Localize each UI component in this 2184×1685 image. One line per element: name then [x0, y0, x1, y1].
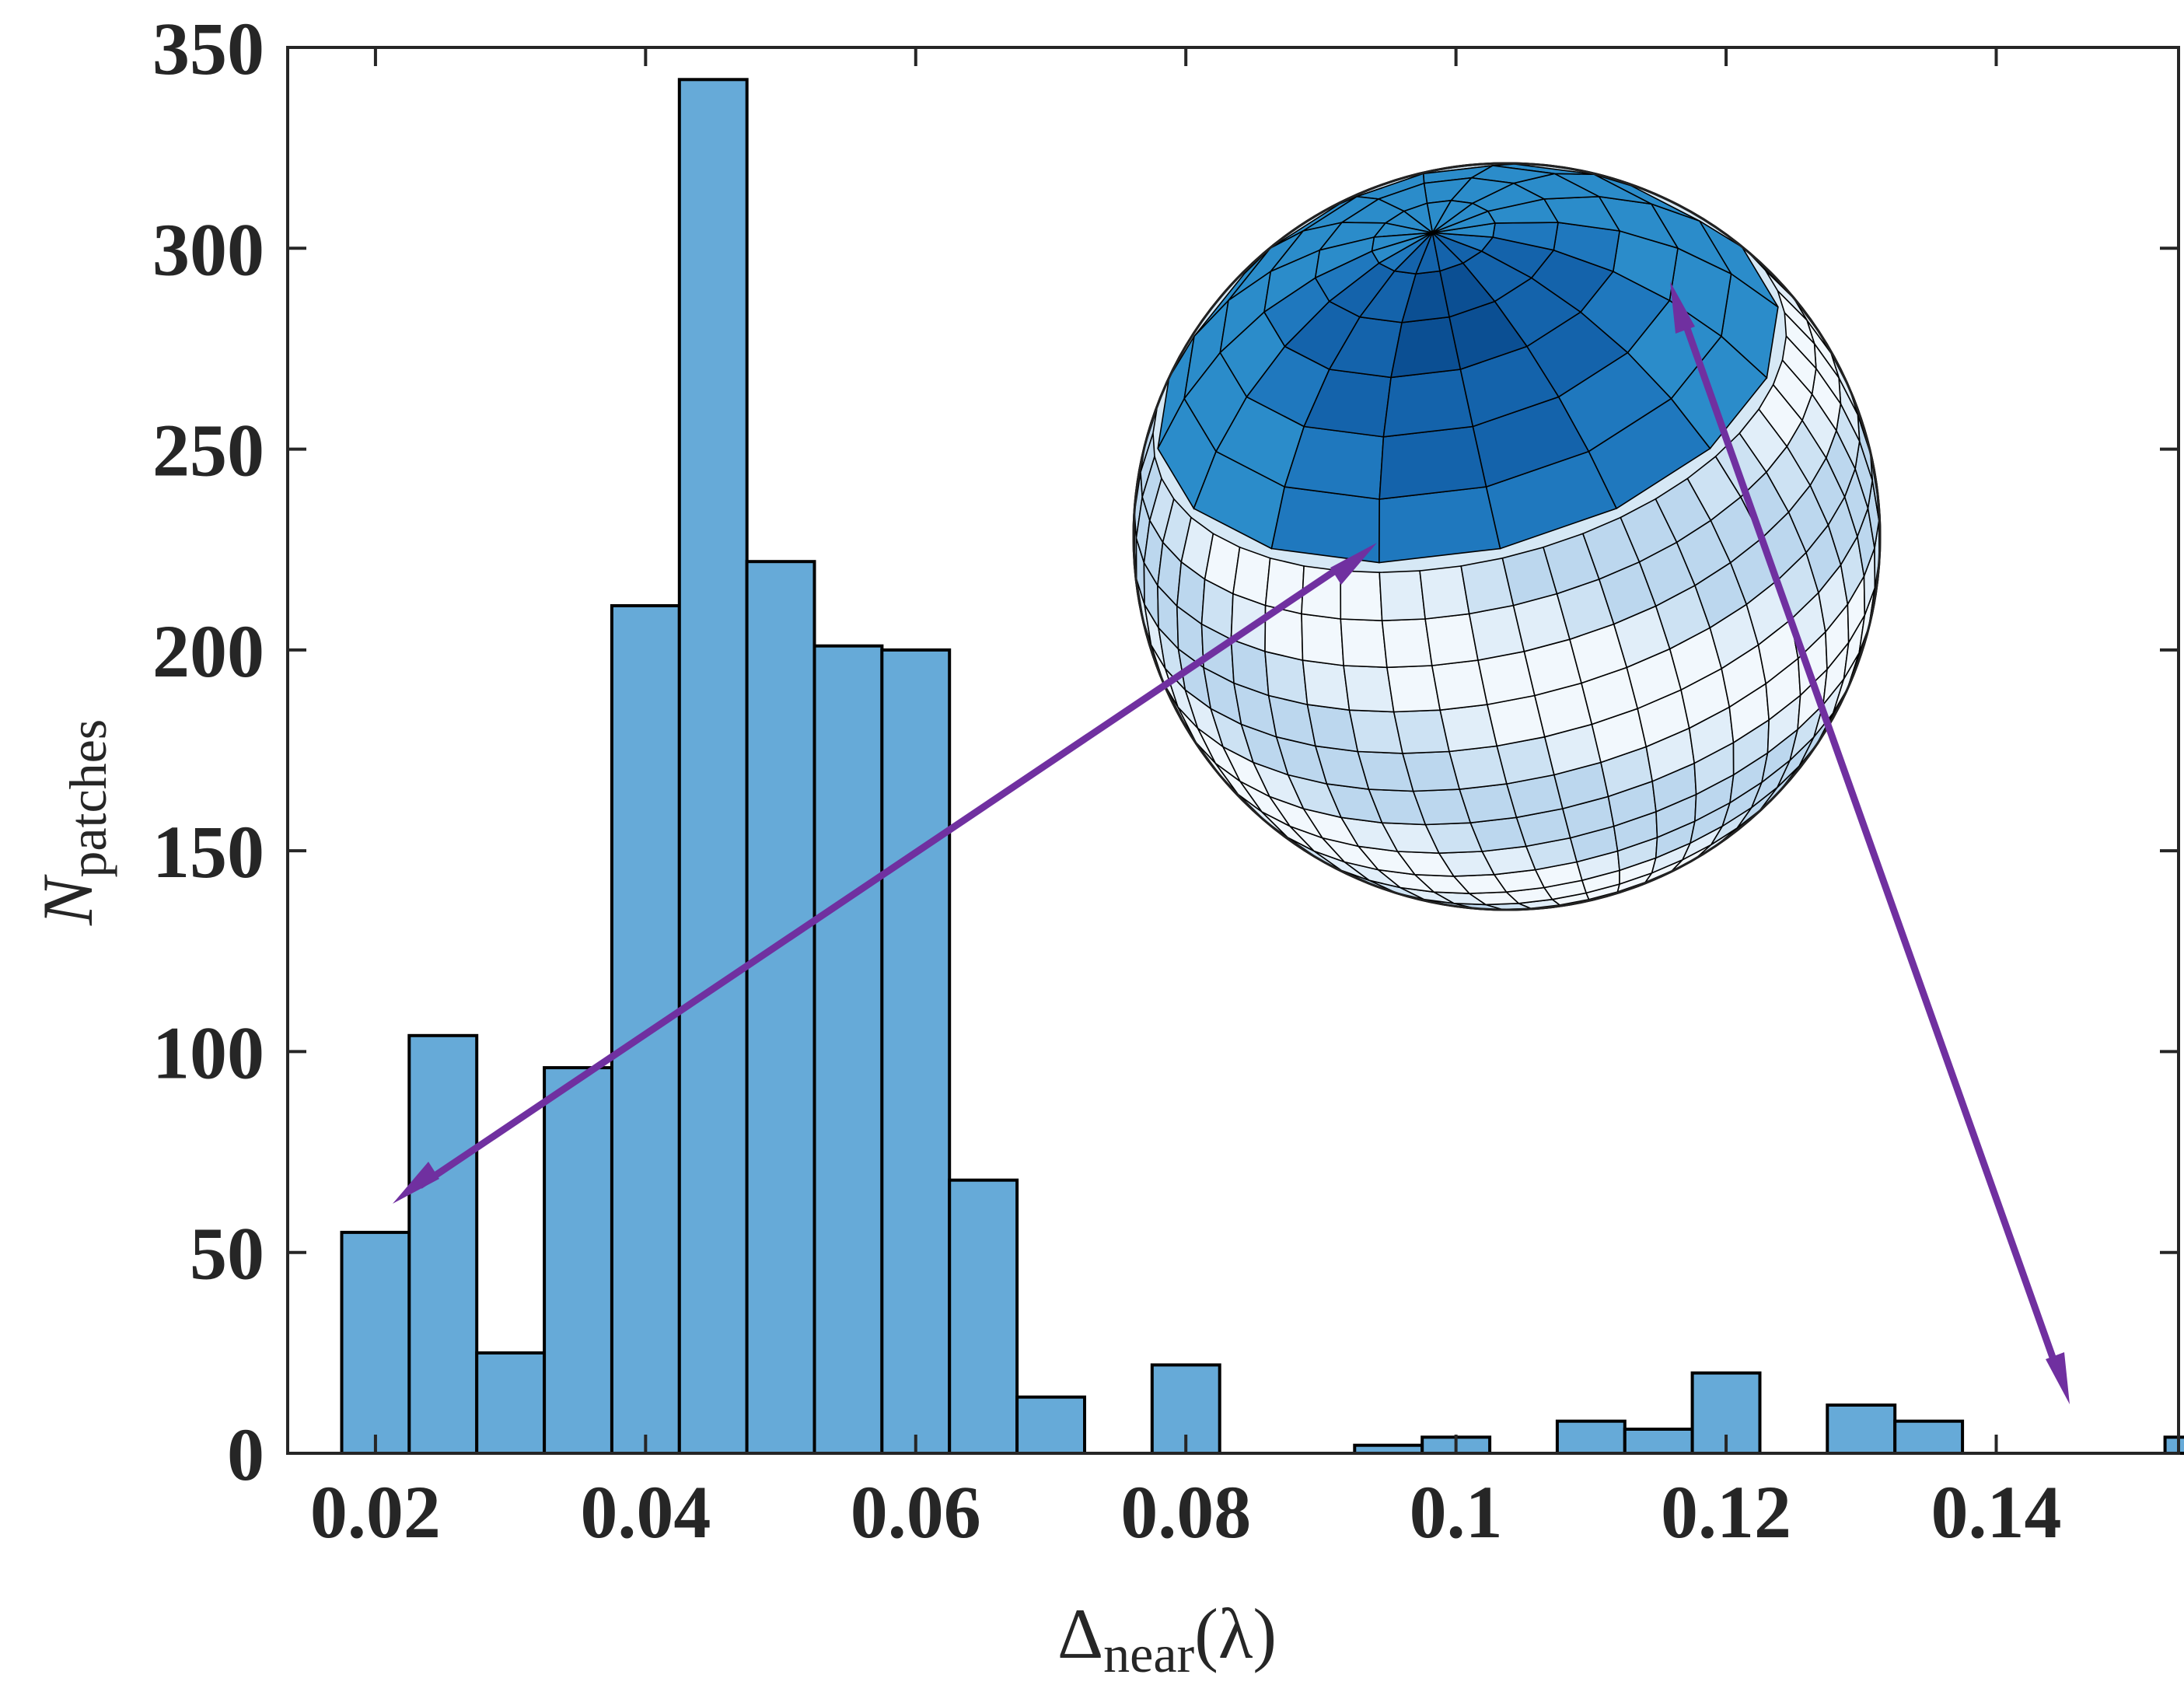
- arrow-right-head-end: [2046, 1352, 2070, 1404]
- y-tick-label: 200: [152, 610, 264, 693]
- sphere-patch: [1378, 486, 1501, 564]
- x-tick-label: 0.12: [1661, 1470, 1791, 1554]
- y-tick-label: 250: [152, 409, 264, 492]
- histogram-bar: [2163, 1435, 2184, 1456]
- histogram-bar: [543, 1066, 613, 1455]
- axes-frame: [286, 46, 2180, 1455]
- sphere-patch: [1301, 613, 1344, 666]
- y-tick-label: 150: [152, 810, 264, 893]
- sphere-patch: [1343, 665, 1395, 713]
- arrow-right-line: [1677, 309, 2063, 1376]
- sphere-patch: [1382, 369, 1474, 438]
- y-tick-label: 300: [152, 208, 264, 291]
- y-axis-ticks: 0 50 100 150 200 250 300 350: [152, 7, 2179, 1496]
- histogram-bar: [880, 648, 952, 1455]
- histogram-bar: [1555, 1419, 1627, 1455]
- sphere-patch: [1431, 199, 1474, 233]
- x-tick-label: 0.02: [310, 1470, 441, 1554]
- x-axis-label-sub: near: [1103, 1624, 1194, 1683]
- histogram-bar: [1826, 1404, 1897, 1455]
- arrow-left-head-start: [393, 1162, 439, 1204]
- sphere-patch: [1390, 316, 1462, 379]
- histogram-bars: [340, 78, 2184, 1456]
- sphere-mesh: [1134, 163, 1880, 910]
- x-axis-label: Δnear(λ): [1057, 1594, 1277, 1683]
- sphere-patch: [1379, 570, 1426, 622]
- sphere-inset: [1132, 162, 1882, 911]
- x-tick-label: 0.06: [851, 1470, 981, 1554]
- x-axis-label-suffix: (λ): [1194, 1594, 1277, 1673]
- histogram-bar: [1893, 1419, 1965, 1455]
- sphere-patch: [1381, 618, 1433, 669]
- x-tick-label: 0.14: [1931, 1470, 2061, 1554]
- histogram-bar: [475, 1351, 547, 1456]
- x-axis-label-main: Δ: [1057, 1594, 1103, 1673]
- y-tick-label: 0: [227, 1413, 264, 1496]
- x-tick-label: 0.04: [580, 1470, 711, 1554]
- sphere-patch: [1340, 570, 1383, 622]
- annotation-arrows: [393, 281, 2070, 1404]
- x-axis-ticks: 0.02 0.04 0.06 0.08 0.1 0.12 0.14: [310, 47, 2061, 1554]
- histogram-bar: [340, 1230, 411, 1456]
- sphere-patch: [1386, 665, 1441, 713]
- histogram-bar: [677, 78, 749, 1455]
- plot-box: [286, 46, 2180, 1455]
- sphere-patch: [1302, 659, 1351, 711]
- x-tick-label: 0.08: [1120, 1470, 1251, 1554]
- histogram-bar: [1623, 1428, 1694, 1455]
- x-tick-label: 0.1: [1410, 1470, 1503, 1554]
- sphere-patch: [1340, 618, 1388, 669]
- sphere-outline: [1132, 162, 1882, 911]
- histogram-bar: [812, 644, 884, 1456]
- histogram-bar: [407, 1033, 479, 1456]
- arrow-left-line: [418, 558, 1351, 1189]
- y-axis-label: Npatches: [28, 719, 117, 926]
- y-axis-label-sub: patches: [58, 719, 117, 878]
- arrow-right-head-start: [1670, 281, 1695, 334]
- histogram-bar: [948, 1178, 1019, 1455]
- histogram-bar: [1015, 1395, 1086, 1455]
- y-tick-label: 50: [190, 1212, 264, 1295]
- y-axis-label-main: N: [28, 874, 107, 926]
- histogram-bar: [745, 560, 816, 1456]
- y-tick-label: 350: [152, 7, 264, 90]
- histogram-bar: [610, 604, 681, 1455]
- arrow-left-head-end: [1330, 543, 1377, 585]
- sphere-patch: [1379, 425, 1487, 500]
- y-tick-label: 100: [152, 1011, 264, 1094]
